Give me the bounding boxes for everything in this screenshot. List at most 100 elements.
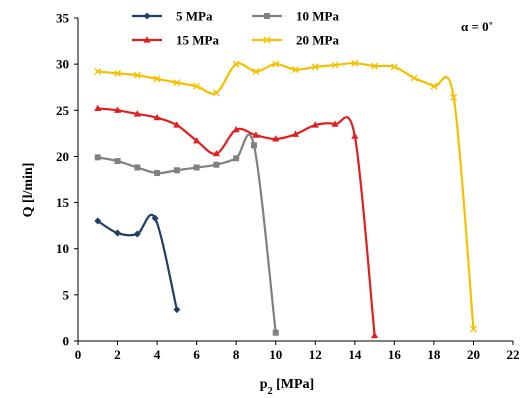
axes bbox=[74, 17, 514, 345]
y-tick-label: 5 bbox=[63, 287, 70, 302]
data-point bbox=[252, 68, 260, 76]
data-point bbox=[173, 306, 181, 314]
series-line bbox=[97, 133, 277, 333]
legend: 5 MPa 10 MPa 15 MPa 20 MPa bbox=[132, 9, 339, 48]
data-point bbox=[94, 104, 102, 112]
data-point bbox=[133, 230, 141, 238]
x-axis-title-unit: [MPa] bbox=[273, 377, 315, 392]
data-point bbox=[114, 69, 122, 77]
data-point bbox=[193, 82, 201, 90]
data-point bbox=[390, 63, 398, 71]
x-axis-title-main: p bbox=[260, 377, 268, 392]
angle-annotation: α = 0˚ bbox=[461, 19, 493, 34]
legend-item: 20 MPa bbox=[252, 33, 339, 48]
x-tick-label: 2 bbox=[114, 347, 121, 362]
data-point bbox=[153, 113, 161, 121]
x-tick-label: 14 bbox=[348, 347, 362, 362]
data-point bbox=[292, 66, 299, 74]
data-point bbox=[351, 59, 359, 67]
series-20-mpa bbox=[94, 59, 477, 333]
x-tick-label: 18 bbox=[427, 347, 441, 362]
series-line bbox=[97, 107, 376, 336]
x-tick-label: 20 bbox=[467, 347, 480, 362]
legend-swatch-marker bbox=[143, 36, 151, 43]
data-point bbox=[232, 60, 240, 68]
data-point bbox=[193, 164, 200, 171]
legend-item: 15 MPa bbox=[132, 33, 219, 48]
data-point bbox=[213, 161, 220, 168]
x-axis-title: p2 [MPa] bbox=[260, 377, 314, 397]
data-point bbox=[469, 325, 477, 333]
x-tick-label: 12 bbox=[309, 347, 322, 362]
legend-swatch-marker bbox=[143, 12, 151, 20]
data-point bbox=[113, 106, 122, 113]
data-point bbox=[233, 155, 240, 162]
data-point bbox=[151, 214, 159, 222]
y-axis-title: Q [l/min] bbox=[21, 163, 36, 218]
tick-labels: 0 2 4 6 8 10 12 14 16 18 20 22 0 5 10 15 20 25 30 35 bbox=[56, 11, 520, 363]
data-point bbox=[291, 130, 300, 137]
x-tick-label: 8 bbox=[233, 347, 240, 362]
data-point bbox=[272, 60, 280, 68]
y-tick-label: 15 bbox=[56, 195, 70, 210]
data-point bbox=[114, 158, 121, 165]
series-10-mpa bbox=[94, 133, 279, 336]
x-tick-label: 22 bbox=[507, 347, 520, 362]
data-point bbox=[331, 120, 339, 127]
data-point bbox=[250, 142, 257, 149]
data-point bbox=[173, 167, 180, 174]
y-tick-label: 0 bbox=[63, 334, 70, 349]
y-tick-label: 30 bbox=[56, 57, 69, 72]
series-15-mpa bbox=[94, 104, 379, 339]
data-point bbox=[173, 79, 181, 87]
data-point bbox=[430, 82, 438, 90]
y-tick-label: 10 bbox=[56, 241, 69, 256]
legend-label: 5 MPa bbox=[176, 9, 213, 24]
y-tick-label: 25 bbox=[56, 103, 70, 118]
data-point bbox=[252, 131, 260, 138]
legend-label: 20 MPa bbox=[296, 33, 339, 48]
data-point bbox=[134, 164, 141, 171]
data-point bbox=[153, 75, 161, 83]
data-point bbox=[94, 154, 101, 161]
data-point bbox=[133, 71, 141, 79]
data-point bbox=[173, 121, 181, 128]
series-5-mpa bbox=[94, 213, 181, 314]
data-point bbox=[450, 93, 458, 101]
legend-item: 10 MPa bbox=[252, 9, 339, 24]
x-tick-label: 16 bbox=[388, 347, 402, 362]
legend-swatch-marker bbox=[263, 36, 271, 44]
legend-swatch-marker bbox=[264, 13, 270, 19]
data-point bbox=[193, 136, 201, 144]
legend-item: 5 MPa bbox=[132, 9, 213, 24]
data-point bbox=[94, 68, 102, 76]
data-point bbox=[272, 329, 279, 336]
data-point bbox=[351, 132, 359, 139]
data-point bbox=[410, 74, 418, 82]
data-point bbox=[232, 125, 240, 133]
data-point bbox=[212, 89, 220, 97]
legend-label: 10 MPa bbox=[296, 9, 339, 24]
series-line bbox=[97, 213, 178, 310]
x-tick-label: 0 bbox=[75, 347, 82, 362]
data-point bbox=[154, 170, 161, 177]
series-line bbox=[97, 62, 475, 330]
x-tick-label: 10 bbox=[269, 347, 282, 362]
data-point bbox=[114, 229, 122, 237]
data-point bbox=[272, 135, 280, 142]
data-point bbox=[311, 121, 319, 128]
data-point bbox=[212, 149, 221, 157]
legend-label: 15 MPa bbox=[176, 33, 219, 48]
series-group bbox=[94, 59, 477, 339]
x-tick-label: 6 bbox=[193, 347, 200, 362]
x-tick-label: 4 bbox=[154, 347, 161, 362]
data-point bbox=[370, 331, 379, 339]
data-point bbox=[371, 62, 379, 70]
data-point bbox=[94, 217, 102, 225]
x-axis-title-subscript: 2 bbox=[268, 386, 273, 397]
y-tick-label: 20 bbox=[56, 149, 69, 164]
y-tick-label: 35 bbox=[56, 11, 70, 26]
data-point bbox=[133, 110, 141, 117]
data-point bbox=[311, 63, 319, 71]
